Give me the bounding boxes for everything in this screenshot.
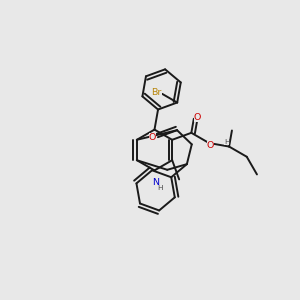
Text: O: O	[207, 141, 214, 150]
Text: N: N	[152, 178, 159, 187]
Text: O: O	[149, 133, 156, 142]
Text: Br: Br	[152, 88, 162, 97]
Text: H: H	[224, 139, 230, 145]
Text: H: H	[157, 185, 163, 191]
Text: O: O	[194, 113, 201, 122]
